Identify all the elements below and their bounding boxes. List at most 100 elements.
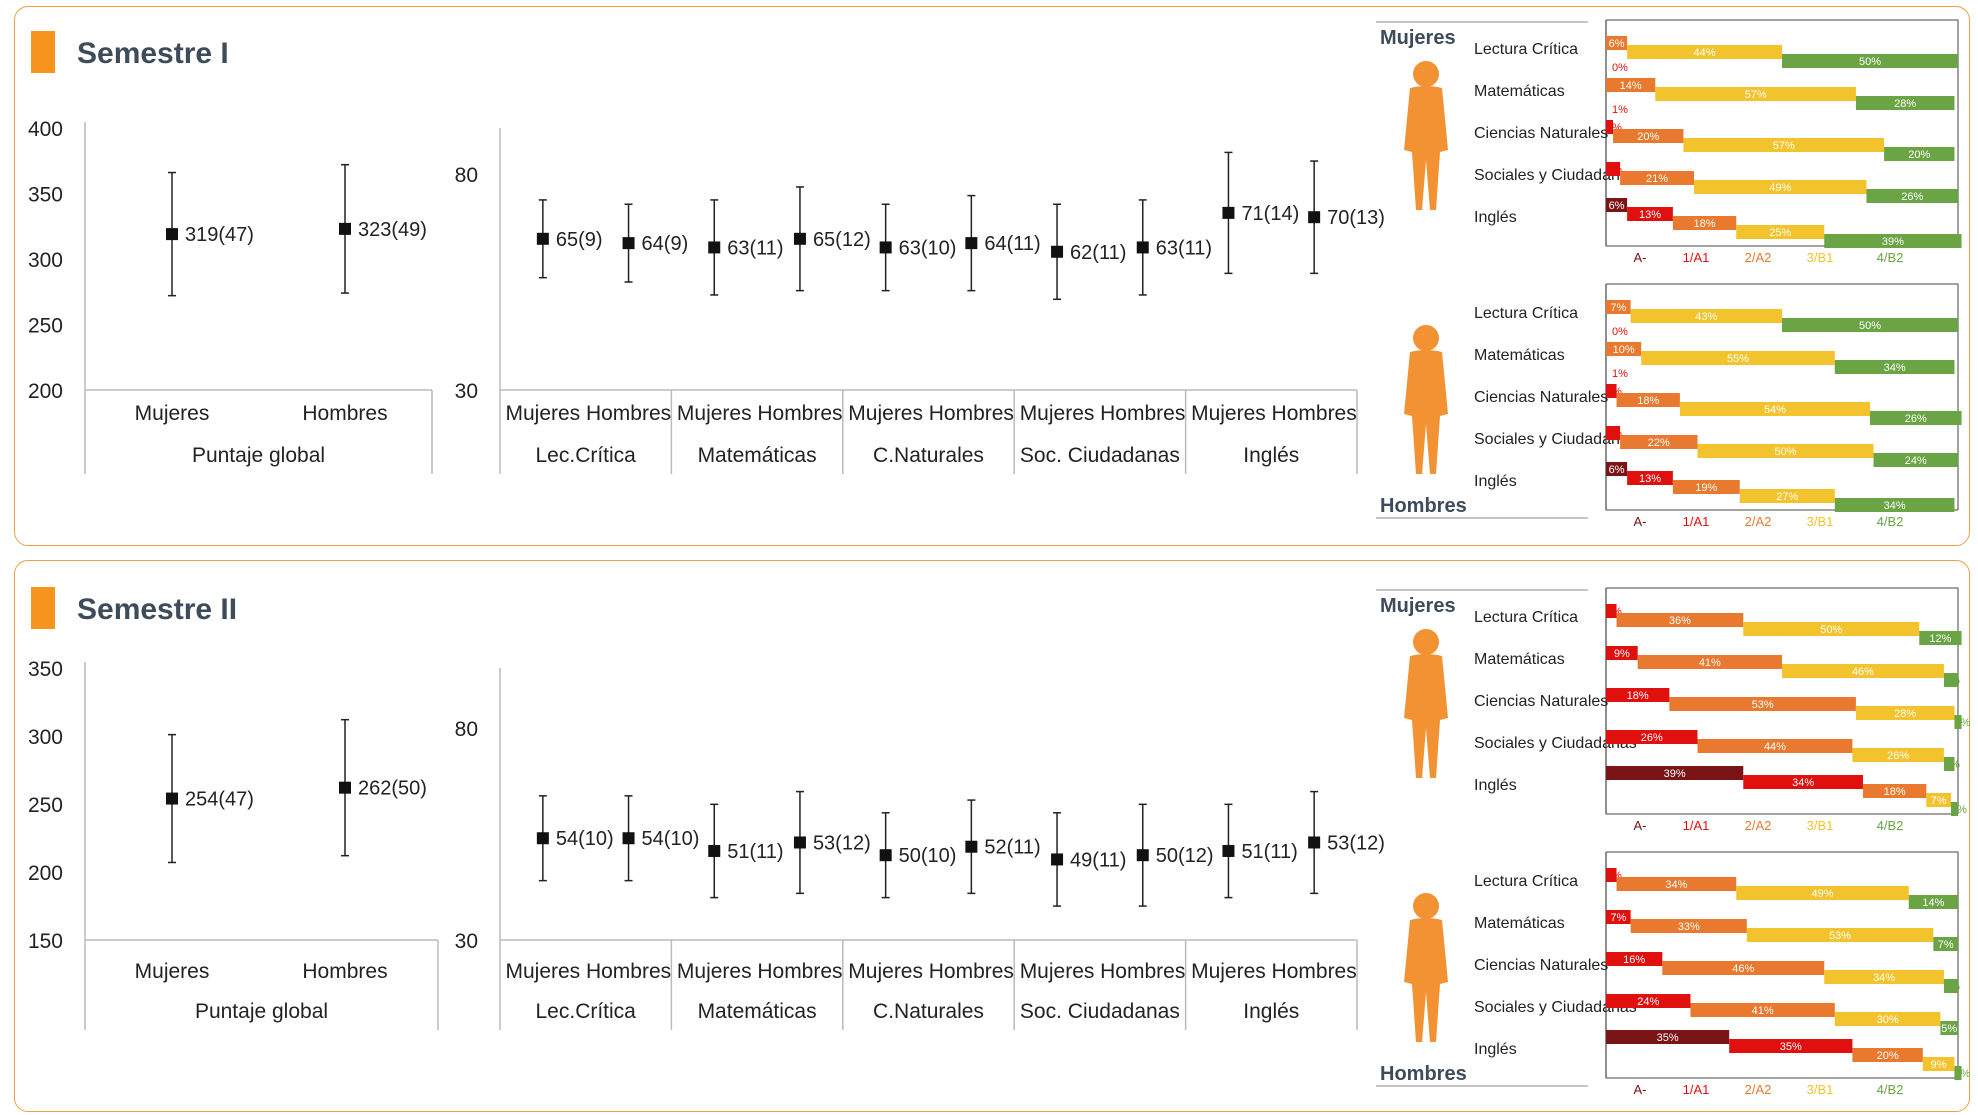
segment-label: 20% bbox=[1877, 1050, 1899, 1062]
level-bar-segment bbox=[1641, 351, 1835, 365]
segment-label: 2% bbox=[1951, 804, 1967, 816]
x-tick-label: Mujeres bbox=[1191, 960, 1266, 983]
segment-label: 46% bbox=[1732, 963, 1754, 975]
figure-head bbox=[1413, 61, 1439, 87]
segment-label: 18% bbox=[1627, 690, 1649, 702]
y-tick-label: 200 bbox=[28, 380, 63, 403]
data-point bbox=[1136, 849, 1149, 862]
segment-label: 4% bbox=[1944, 675, 1960, 687]
level-legend-label: 1/A1 bbox=[1683, 250, 1710, 265]
segment-label: 35% bbox=[1657, 1032, 1679, 1044]
segment-label: 24% bbox=[1637, 996, 1659, 1008]
level-bar-segment bbox=[1855, 96, 1955, 110]
segment-label: 10% bbox=[1613, 344, 1635, 356]
x-group-label: Lec.Crítica bbox=[536, 1000, 637, 1023]
figure-head bbox=[1413, 893, 1439, 919]
level-bar-segment bbox=[1852, 1048, 1923, 1062]
level-legend-label: 3/B1 bbox=[1807, 1082, 1834, 1097]
level-bar-segment bbox=[1616, 877, 1737, 891]
segment-label: 26% bbox=[1901, 191, 1923, 203]
segment-label: 18% bbox=[1694, 218, 1716, 230]
figure-body bbox=[1404, 86, 1448, 210]
level-bar-segment bbox=[1739, 489, 1835, 503]
level-bar-segment bbox=[1606, 646, 1638, 660]
segment-label: 1% bbox=[1612, 104, 1628, 116]
segment-label: 34% bbox=[1665, 879, 1687, 891]
level-bar-segment bbox=[1606, 910, 1631, 924]
data-point bbox=[536, 232, 549, 245]
y-tick-label: 300 bbox=[28, 249, 63, 272]
level-bar-segment bbox=[1940, 1021, 1958, 1035]
data-point bbox=[1308, 836, 1321, 849]
data-point bbox=[965, 840, 978, 853]
level-bar-segment bbox=[1933, 937, 1958, 951]
data-point bbox=[793, 836, 806, 849]
x-tick-label: Hombres bbox=[1100, 960, 1185, 983]
level-bar-segment bbox=[1943, 979, 1958, 993]
level-bar-segment bbox=[1697, 739, 1853, 753]
x-group-label: Inglés bbox=[1243, 1000, 1299, 1023]
x-tick-label: Mujeres bbox=[1191, 402, 1266, 425]
level-bar-segment bbox=[1606, 384, 1617, 398]
level-bar-segment bbox=[1655, 87, 1856, 101]
level-bar-segment bbox=[1637, 655, 1782, 669]
subject-label: Matemáticas bbox=[1474, 651, 1565, 668]
subject-label: Ciencias Naturales bbox=[1474, 693, 1608, 710]
x-tick-label: Hombres bbox=[757, 960, 842, 983]
data-label: 65(9) bbox=[556, 229, 603, 251]
level-bar-segment bbox=[1866, 189, 1958, 203]
level-bar-segment bbox=[1943, 673, 1958, 687]
segment-label: 2% bbox=[1955, 1068, 1971, 1080]
level-bar-segment bbox=[1606, 868, 1617, 882]
segment-label: 16% bbox=[1623, 954, 1645, 966]
level-bar-segment bbox=[1870, 411, 1962, 425]
level-bar-segment bbox=[1606, 604, 1617, 618]
level-bar-segment bbox=[1824, 234, 1962, 248]
segment-label: 49% bbox=[1811, 888, 1833, 900]
segment-label: 2% bbox=[1955, 717, 1971, 729]
data-point bbox=[708, 241, 721, 254]
level-bar-segment bbox=[1606, 952, 1663, 966]
level-bar-segment bbox=[1606, 342, 1642, 356]
segment-label: 4% bbox=[1606, 428, 1622, 440]
y-tick-label: 250 bbox=[28, 315, 63, 338]
data-point bbox=[622, 832, 635, 845]
segment-label: 34% bbox=[1884, 362, 1906, 374]
figure-head bbox=[1413, 629, 1439, 655]
segment-label: 14% bbox=[1620, 80, 1642, 92]
level-bar-segment bbox=[1922, 1057, 1955, 1071]
level-bar-segment bbox=[1620, 171, 1694, 185]
y-tick-label: 80 bbox=[455, 718, 478, 741]
gender-label: Mujeres bbox=[1380, 595, 1456, 617]
segment-label: 28% bbox=[1894, 708, 1916, 720]
level-bar-segment bbox=[1834, 498, 1955, 512]
segment-label: 7% bbox=[1610, 302, 1626, 314]
segment-label: 7% bbox=[1610, 912, 1626, 924]
female-figure-icon bbox=[1404, 61, 1448, 210]
segment-label: 18% bbox=[1637, 395, 1659, 407]
subject-label: Sociales y Ciudadanas bbox=[1474, 167, 1637, 184]
level-bar-segment bbox=[1606, 198, 1628, 212]
segment-label: 44% bbox=[1764, 741, 1786, 753]
level-bar-segment bbox=[1954, 1066, 1962, 1080]
subject-label: Matemáticas bbox=[1474, 83, 1565, 100]
segment-label: 33% bbox=[1678, 921, 1700, 933]
data-point bbox=[1222, 206, 1235, 219]
x-tick-label: Mujeres bbox=[1020, 402, 1095, 425]
segment-label: 50% bbox=[1775, 446, 1797, 458]
level-legend-label: 1/A1 bbox=[1683, 514, 1710, 529]
data-point bbox=[622, 237, 635, 250]
data-point bbox=[879, 241, 892, 254]
x-tick-label: Hombres bbox=[302, 402, 387, 425]
male-figure-icon bbox=[1404, 893, 1448, 1042]
x-tick-label: Mujeres bbox=[677, 402, 752, 425]
level-bar-segment bbox=[1690, 1003, 1835, 1017]
level-bar-segment bbox=[1694, 180, 1867, 194]
data-point bbox=[1136, 241, 1149, 254]
subject-label: Inglés bbox=[1474, 473, 1517, 490]
segment-label: 20% bbox=[1637, 131, 1659, 143]
x-tick-label: Mujeres bbox=[505, 402, 580, 425]
segment-label: 46% bbox=[1852, 666, 1874, 678]
segment-label: 22% bbox=[1648, 437, 1670, 449]
